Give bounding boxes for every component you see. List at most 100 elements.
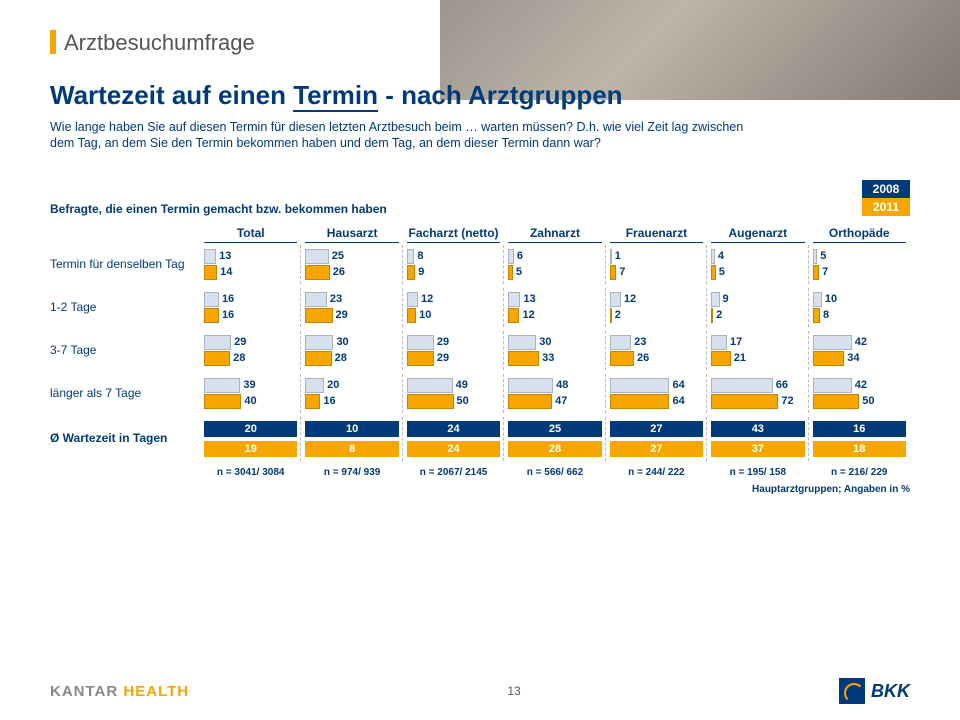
bar [711,378,773,393]
bar-cell: 45 [707,249,808,280]
bar [711,249,715,264]
bar-value: 6 [517,250,523,262]
bar-cell: 89 [403,249,504,280]
bar-value: 33 [542,352,554,364]
bar-value: 23 [330,293,342,305]
n-value: n = 195/ 158 [707,467,808,478]
legend-text: Befragte, die einen Termin gemacht bzw. … [50,202,387,216]
bar-cell: 108 [809,292,910,323]
bar [305,394,320,409]
bar [813,394,860,409]
bar-value: 8 [417,250,423,262]
bar [407,265,415,280]
bar [610,292,621,307]
bar [407,335,434,350]
bar-cell: 2016 [301,378,402,409]
bar-value: 66 [776,379,788,391]
data-row: 3-7 Tage2928302829293033232617214234 [50,335,910,366]
footnote: Hauptarztgruppen; Angaben in % [50,484,910,495]
column-header: Zahnarzt [508,226,601,243]
bar-cell: 1312 [504,292,605,323]
accent-bar [50,30,56,54]
bar-cell: 1616 [200,292,301,323]
bar [407,308,416,323]
bar-value: 25 [332,250,344,262]
bar-value: 5 [820,250,826,262]
row-label: Termin für denselben Tag [50,257,200,271]
bar [610,378,670,393]
bar-value: 13 [219,250,231,262]
question-text: Wie lange haben Sie auf diesen Termin fü… [50,119,750,152]
bar [813,351,845,366]
avg-cell: 2424 [403,421,504,457]
bar-cell: 2326 [606,335,707,366]
bar-value: 49 [456,379,468,391]
bar-value: 47 [555,395,567,407]
column-header: Total [204,226,297,243]
bar [813,335,852,350]
bar-cell: 4234 [809,335,910,366]
column-header: Hausarzt [305,226,398,243]
row-label: 1-2 Tage [50,300,200,314]
avg-cell: 2019 [200,421,301,457]
bar-value: 13 [523,293,535,305]
bar-value: 50 [862,395,874,407]
bar [813,249,818,264]
bar-value: 23 [634,336,646,348]
bar-cell: 57 [809,249,910,280]
bar [711,308,713,323]
bar [204,378,240,393]
n-value: n = 566/ 662 [504,467,605,478]
column-header: Orthopäde [813,226,906,243]
bar [407,292,418,307]
avg-2008: 10 [305,421,398,437]
bar-value: 48 [556,379,568,391]
bar [305,335,333,350]
bar-value: 2 [615,309,621,321]
bar-value: 4 [718,250,724,262]
bar-value: 7 [619,266,625,278]
bar-cell: 2928 [200,335,301,366]
bar [204,308,219,323]
row-label: länger als 7 Tage [50,386,200,400]
bar [610,265,617,280]
bar-value: 12 [624,293,636,305]
bar-cell: 2526 [301,249,402,280]
bar-value: 64 [672,395,684,407]
data-row: 1-2 Tage161623291210131212292108 [50,292,910,323]
bar-value: 5 [719,266,725,278]
avg-cell: 1618 [809,421,910,457]
bar-cell: 2929 [403,335,504,366]
avg-2011: 27 [610,441,703,457]
bar [813,265,820,280]
n-value: n = 244/ 222 [606,467,707,478]
bar-value: 12 [522,309,534,321]
avg-2011: 37 [711,441,804,457]
bar [508,351,539,366]
bar-value: 40 [244,395,256,407]
n-row: n = 3041/ 3084n = 974/ 939n = 2067/ 2145… [50,467,910,478]
bar-cell: 6672 [707,378,808,409]
bar-value: 39 [243,379,255,391]
bar [204,335,231,350]
bar [305,249,328,264]
n-value: n = 974/ 939 [301,467,402,478]
bar-cell: 4250 [809,378,910,409]
bar-value: 17 [730,336,742,348]
bar [305,308,332,323]
bar [711,265,716,280]
avg-2008: 20 [204,421,297,437]
bar-cell: 65 [504,249,605,280]
data-row: länger als 7 Tage39402016495048476464667… [50,378,910,409]
n-value: n = 3041/ 3084 [200,467,301,478]
bar [305,378,324,393]
bar-value: 1 [615,250,621,262]
bar-value: 34 [847,352,859,364]
bar [305,265,329,280]
bar-value: 7 [822,266,828,278]
bar-value: 72 [781,395,793,407]
year-2011-box: 2011 [862,198,910,216]
average-row: Ø Wartezeit in Tagen 2019108242425282727… [50,421,910,457]
bar-cell: 3028 [301,335,402,366]
page-number: 13 [507,684,520,698]
